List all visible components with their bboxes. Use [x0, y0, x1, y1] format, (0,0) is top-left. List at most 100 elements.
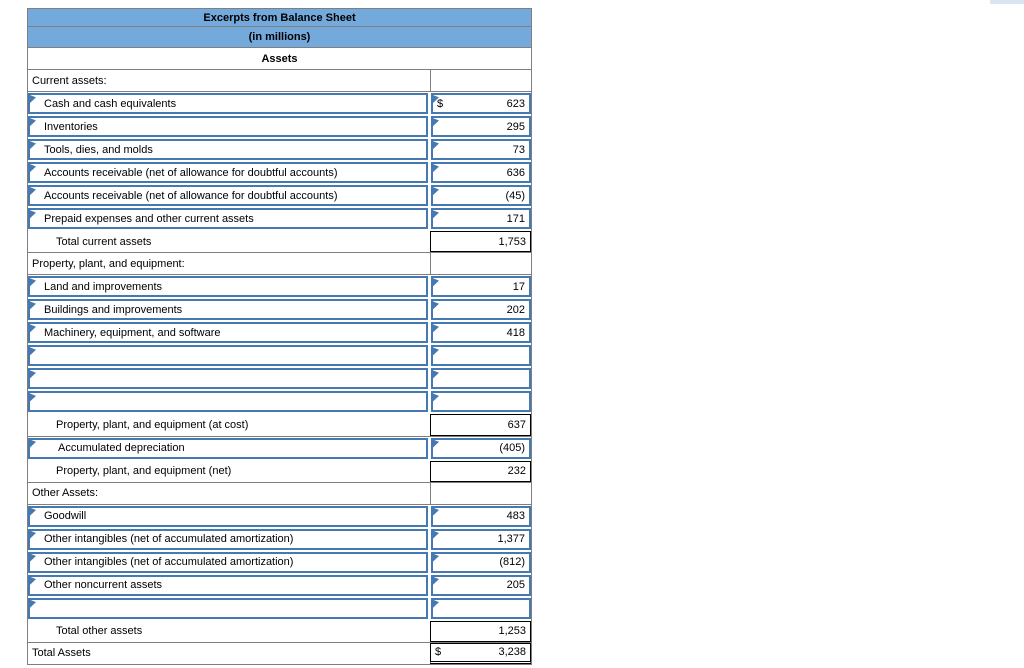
row-label: Other Assets: [32, 487, 99, 500]
row-value-cell [430, 253, 531, 275]
editable-value-cell[interactable] [431, 368, 531, 390]
row-label: Accumulated depreciation [58, 442, 185, 455]
editable-label-cell[interactable]: Accumulated depreciation [28, 437, 428, 459]
editable-label-cell[interactable] [28, 368, 428, 390]
row-label: Total other assets [56, 625, 143, 638]
row-label-cell: Property, plant, and equipment (at cost) [28, 414, 430, 435]
row-label-cell: Property, plant, and equipment (net) [28, 461, 430, 482]
edit-marker-icon [433, 278, 439, 287]
row-label: Property, plant, and equipment: [32, 257, 185, 270]
editable-label-cell[interactable] [28, 391, 428, 413]
edit-marker-icon [30, 187, 36, 196]
row-label-cell: Other Assets: [28, 483, 430, 504]
editable-label-cell[interactable]: Prepaid expenses and other current asset… [28, 208, 428, 230]
row-label: Total current assets [56, 235, 152, 248]
editable-value-cell[interactable]: (812) [431, 551, 531, 573]
row-section: Other Assets: [28, 482, 531, 505]
row-label: Total Assets [32, 647, 91, 660]
editable-value-cell[interactable]: 73 [431, 139, 531, 161]
editable-label-cell[interactable]: Other intangibles (net of accumulated am… [28, 528, 428, 550]
editable-value-cell[interactable] [431, 597, 531, 619]
editable-label-cell[interactable]: Tools, dies, and molds [28, 139, 428, 161]
editable-label-cell[interactable]: Cash and cash equivalents [28, 93, 428, 115]
editable-value-cell[interactable]: 636 [431, 162, 531, 184]
edit-marker-icon [433, 599, 439, 608]
editable-label-cell[interactable]: Accounts receivable (net of allowance fo… [28, 162, 428, 184]
row-input [28, 344, 531, 367]
editable-value-cell[interactable]: 418 [431, 322, 531, 344]
row-label: Prepaid expenses and other current asset… [44, 212, 254, 225]
row-value: (812) [499, 556, 525, 569]
editable-label-cell[interactable]: Goodwill [28, 505, 428, 527]
edit-marker-icon [30, 370, 36, 379]
editable-label-cell[interactable]: Other noncurrent assets [28, 574, 428, 596]
editable-value-cell[interactable]: 17 [431, 276, 531, 298]
edit-marker-icon [433, 324, 439, 333]
editable-label-cell[interactable]: Accounts receivable (net of allowance fo… [28, 185, 428, 207]
sheet-rows: Current assets: Cash and cash equivalents… [28, 70, 531, 664]
row-input [28, 597, 531, 620]
row-value: 17 [512, 280, 525, 293]
editable-value-cell[interactable]: 295 [431, 116, 531, 138]
editable-value-cell[interactable]: 1,377 [431, 528, 531, 550]
editable-value-cell[interactable]: (45) [431, 185, 531, 207]
editable-value-cell[interactable]: 202 [431, 299, 531, 321]
row-value-cell: 1,253 [430, 620, 531, 642]
row-value: 1,253 [498, 625, 526, 638]
row-grand: Total Assets $3,238 [28, 642, 531, 664]
editable-label-cell[interactable] [28, 597, 428, 619]
row-value: 636 [506, 166, 525, 179]
row-label: Other intangibles (net of accumulated am… [44, 556, 294, 569]
row-label: Tools, dies, and molds [44, 143, 153, 156]
row-value: 1,753 [498, 235, 526, 248]
edit-marker-icon [433, 347, 439, 356]
dollar-sign: $ [437, 97, 444, 110]
row-value: 623 [506, 97, 525, 110]
row-label: Current assets: [32, 74, 107, 87]
editable-value-cell[interactable]: 205 [431, 574, 531, 596]
row-value-cell: 232 [430, 460, 531, 482]
editable-value-cell[interactable] [431, 391, 531, 413]
editable-value-cell[interactable]: 171 [431, 208, 531, 230]
edit-marker-icon [433, 530, 439, 539]
row-value-cell: $3,238 [430, 642, 531, 664]
row-input: Other intangibles (net of accumulated am… [28, 528, 531, 551]
editable-label-cell[interactable]: Land and improvements [28, 276, 428, 298]
row-value-cell: 1,753 [430, 231, 531, 253]
row-label: Machinery, equipment, and software [44, 326, 221, 339]
row-value-cell [430, 70, 531, 92]
edit-marker-icon [433, 95, 439, 104]
row-label-cell: Total other assets [28, 621, 430, 642]
edit-marker-icon [433, 301, 439, 310]
row-input: Goodwill 483 [28, 505, 531, 528]
edit-marker-icon [433, 118, 439, 127]
editable-label-cell[interactable]: Other intangibles (net of accumulated am… [28, 551, 428, 573]
row-label: Inventories [44, 120, 98, 133]
row-input: Cash and cash equivalents $623 [28, 92, 531, 115]
editable-label-cell[interactable] [28, 345, 428, 367]
dollar-sign: $ [435, 646, 442, 659]
editable-value-cell[interactable]: $623 [431, 93, 531, 115]
edit-marker-icon [30, 141, 36, 150]
edit-marker-icon [30, 553, 36, 562]
row-value: 483 [506, 510, 525, 523]
editable-label-cell[interactable]: Buildings and improvements [28, 299, 428, 321]
editable-value-cell[interactable]: (405) [431, 437, 531, 459]
edit-marker-icon [30, 507, 36, 516]
row-label: Property, plant, and equipment (net) [56, 465, 232, 478]
row-input: Land and improvements 17 [28, 275, 531, 298]
editable-label-cell[interactable]: Inventories [28, 116, 428, 138]
edit-marker-icon [30, 576, 36, 585]
row-value: 232 [507, 465, 526, 478]
row-label: Buildings and improvements [44, 303, 183, 316]
row-value: 202 [506, 303, 525, 316]
row-total: Property, plant, and equipment (at cost)… [28, 413, 531, 437]
row-label: Land and improvements [44, 280, 163, 293]
editable-value-cell[interactable]: 483 [431, 505, 531, 527]
editable-label-cell[interactable]: Machinery, equipment, and software [28, 322, 428, 344]
edit-marker-icon [433, 370, 439, 379]
editable-value-cell[interactable] [431, 345, 531, 367]
edit-marker-icon [30, 278, 36, 287]
edit-marker-icon [30, 95, 36, 104]
row-value: 73 [512, 143, 525, 156]
